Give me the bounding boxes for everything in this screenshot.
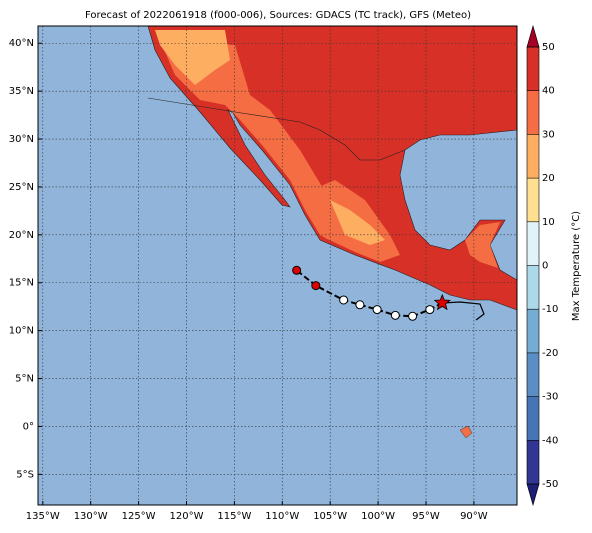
forecast-position bbox=[390, 310, 400, 320]
y-tick-label: 10°N bbox=[9, 326, 34, 337]
forecast-position bbox=[372, 305, 382, 315]
colorbar-tick-label: 30 bbox=[542, 129, 555, 140]
y-tick-label: 35°N bbox=[9, 86, 34, 97]
x-tick-label: 95°W bbox=[412, 511, 440, 522]
colorbar-tick-label: 20 bbox=[542, 173, 555, 184]
x-tick-label: 120°W bbox=[169, 511, 203, 522]
colorbar-tick-label: 40 bbox=[542, 86, 555, 97]
forecast-position bbox=[292, 265, 302, 275]
grid bbox=[38, 26, 517, 505]
title: Forecast of 2022061918 (f000-006), Sourc… bbox=[85, 10, 471, 21]
colorbar-bin bbox=[527, 352, 539, 397]
y-tick-label: 5°N bbox=[15, 374, 34, 385]
colorbar-label: Max Temperature (°C) bbox=[571, 211, 582, 321]
colorbar-tick-label: -40 bbox=[542, 435, 558, 446]
hot-zone bbox=[155, 30, 230, 85]
colorbar-tick-label: -30 bbox=[542, 392, 558, 403]
track-line bbox=[296, 269, 443, 318]
colorbar-bin bbox=[527, 265, 539, 310]
forecast-position bbox=[408, 311, 418, 321]
colorbar-tick-label: -50 bbox=[542, 479, 558, 490]
map-frame bbox=[37, 25, 518, 506]
x-tick-label: 135°W bbox=[26, 511, 60, 522]
colorbar-bin bbox=[527, 309, 539, 353]
x-tick-label: 105°W bbox=[313, 511, 347, 522]
y-tick-label: 20°N bbox=[9, 230, 34, 241]
colorbar-bin bbox=[527, 440, 539, 484]
y-tick-label: 40°N bbox=[9, 38, 34, 49]
colorbar-bin bbox=[527, 396, 539, 441]
x-tick-label: 125°W bbox=[122, 511, 156, 522]
current-position bbox=[433, 293, 451, 311]
colorbar-tick-label: 10 bbox=[542, 217, 555, 228]
colorbar-extend-top bbox=[526, 24, 540, 48]
colorbar-bin bbox=[527, 178, 539, 222]
x-tick-label: 90°W bbox=[460, 511, 488, 522]
storm-track bbox=[292, 265, 451, 321]
x-tick-label: 100°W bbox=[361, 511, 395, 522]
colorbar: -50 -40 -30 -20 -10 0 10 20 30 40 50 bbox=[526, 24, 558, 507]
colorbar-bin bbox=[527, 90, 539, 135]
past-track bbox=[441, 301, 485, 321]
x-tick-label: 110°W bbox=[265, 511, 299, 522]
colorbar-tick-label: 50 bbox=[542, 42, 555, 53]
colorbar-tick-label: 0 bbox=[542, 261, 548, 272]
y-tick-label: 5°S bbox=[16, 469, 34, 480]
colorbar-bin bbox=[527, 221, 539, 266]
colorbar-bin bbox=[527, 134, 539, 179]
colorbar-tick-label: -10 bbox=[542, 304, 558, 315]
colorbar-bin bbox=[527, 47, 539, 91]
colorbar-tick-label: -20 bbox=[542, 348, 558, 359]
y-tick-label: 30°N bbox=[9, 134, 34, 145]
forecast-position bbox=[425, 305, 435, 315]
hot-zone bbox=[330, 200, 385, 245]
forecast-position bbox=[339, 295, 349, 305]
colorbar-extend-bottom bbox=[526, 483, 540, 507]
forecast-position bbox=[311, 281, 321, 291]
border bbox=[147, 97, 406, 161]
y-tick-label: 15°N bbox=[9, 278, 34, 289]
y-tick-label: 25°N bbox=[9, 182, 34, 193]
y-tick-label: 0° bbox=[23, 421, 34, 432]
galapagos bbox=[459, 425, 473, 439]
x-tick-label: 115°W bbox=[217, 511, 251, 522]
forecast-position bbox=[355, 300, 365, 310]
x-tick-label: 130°W bbox=[74, 511, 108, 522]
